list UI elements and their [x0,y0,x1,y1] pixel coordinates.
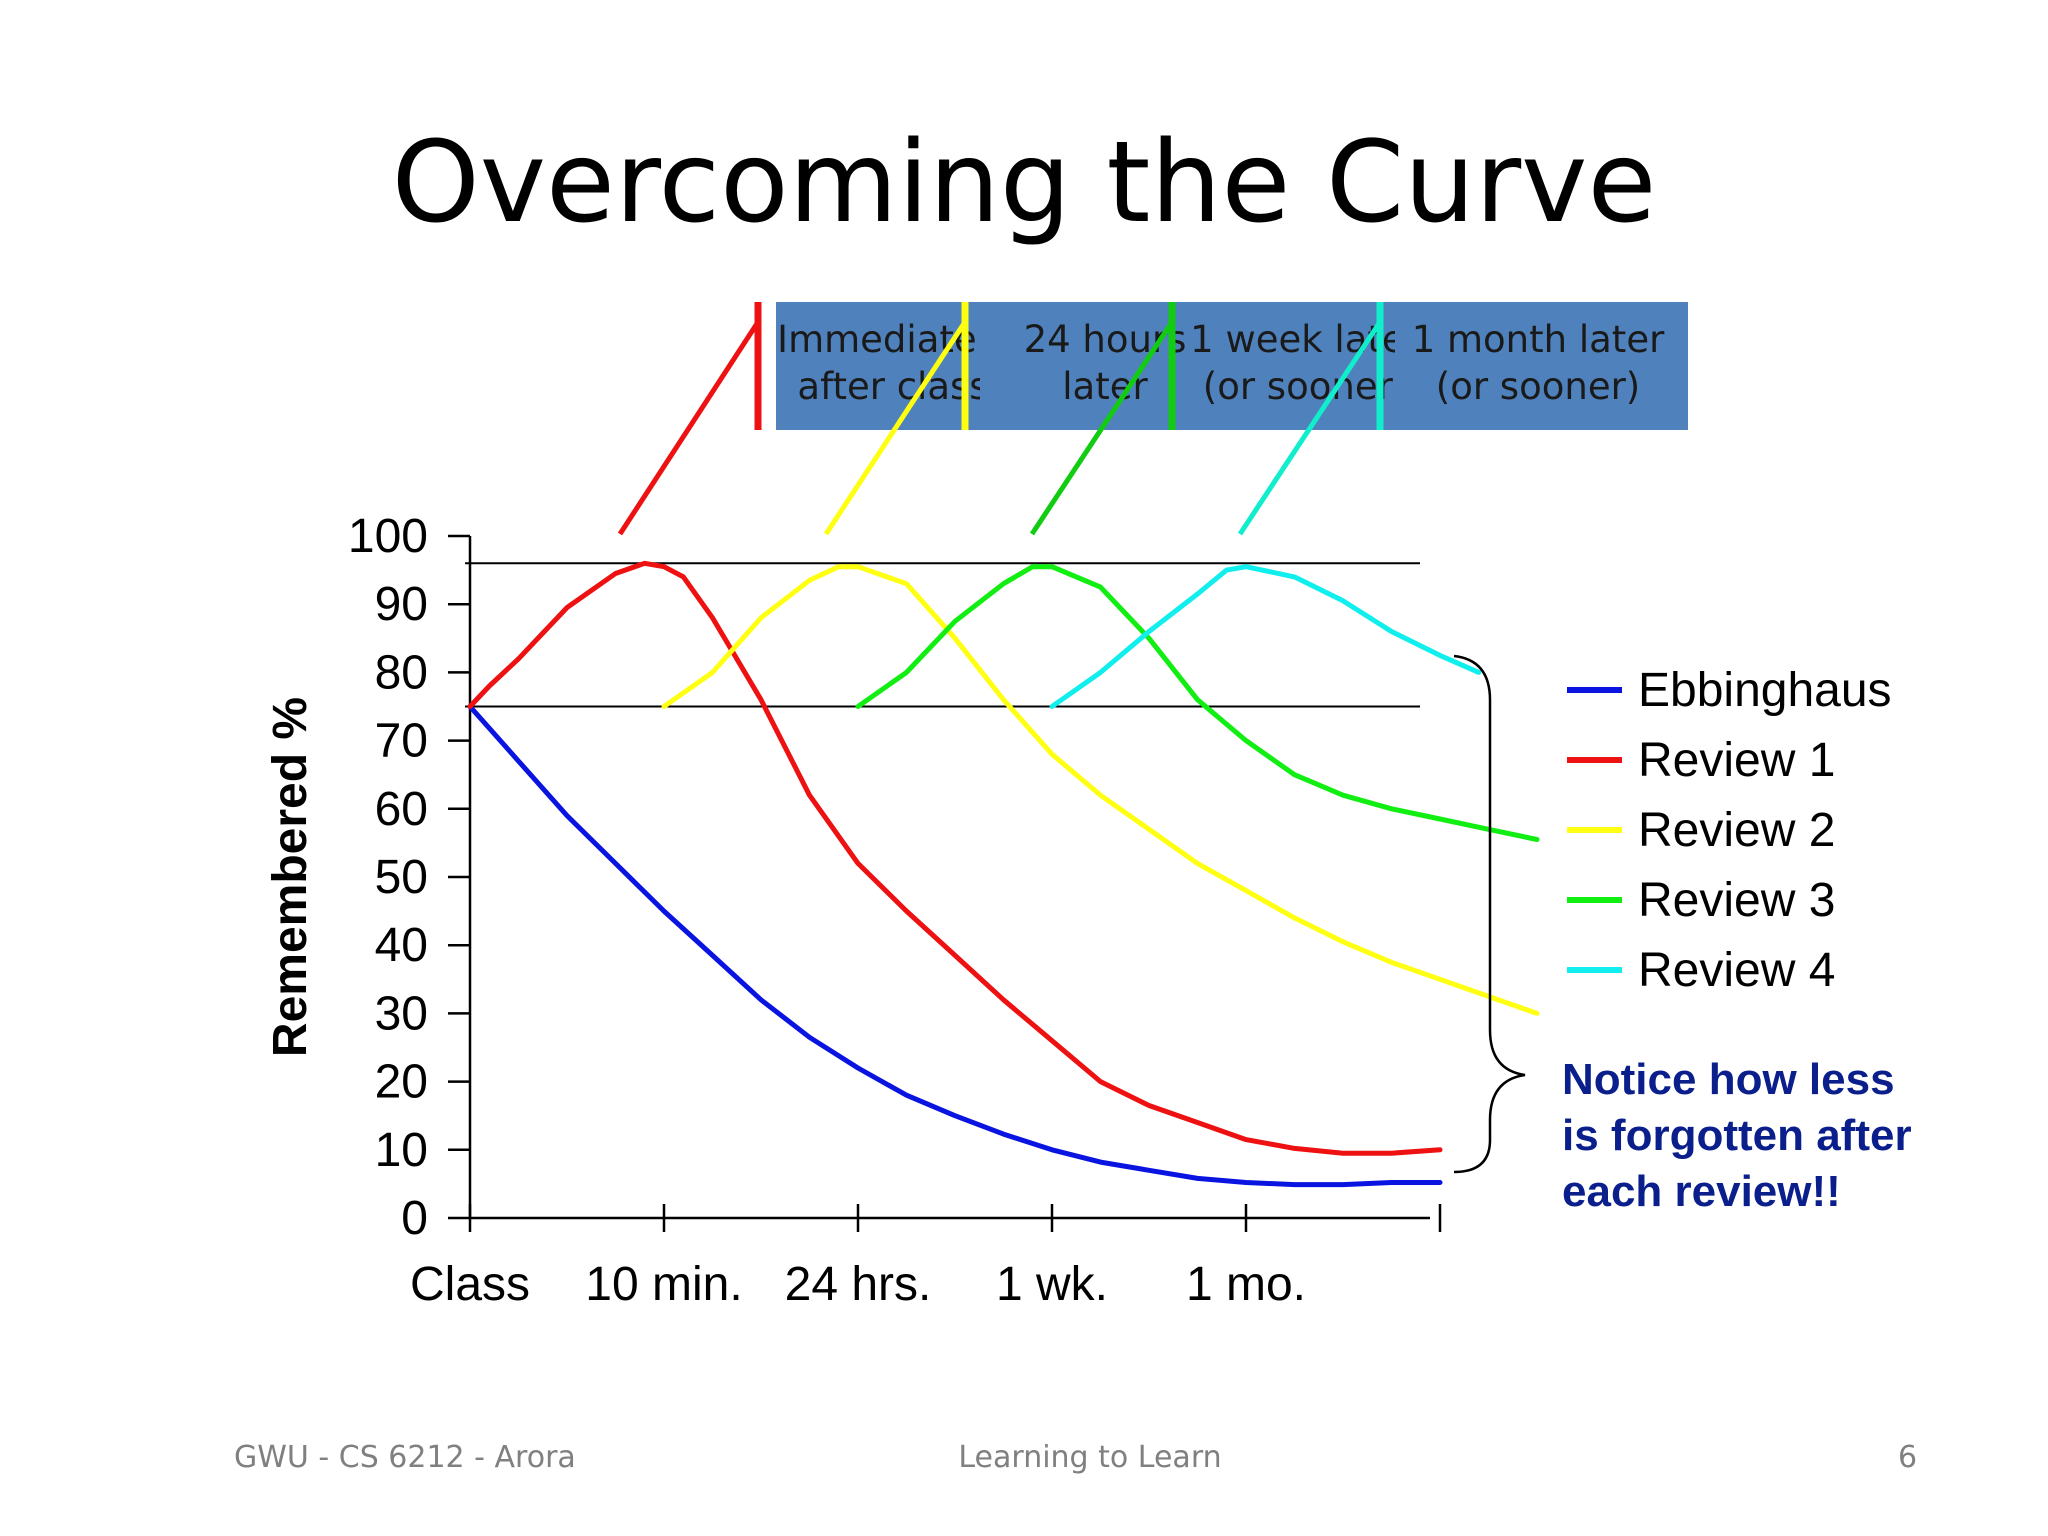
legend-label: Review 3 [1638,874,1835,927]
y-tick-label: 10 [375,1124,428,1177]
note-line: is forgotten after [1562,1111,1912,1160]
y-tick-label: 60 [375,783,428,836]
axes-group: 0 10 20 30 40 50 60 70 80 90 100 Class 10 min. 24 hrs… [264,510,1442,1311]
x-tick-label: 24 hrs. [785,1258,932,1311]
y-tick-label: 30 [375,987,428,1040]
series-line-ebbinghaus [467,704,1443,1188]
legend-label: Ebbinghaus [1638,664,1892,717]
y-tick-label: 0 [401,1192,428,1245]
footer-course: GWU - CS 6212 - Arora [234,1440,576,1475]
reference-lines-group [465,562,1420,708]
curly-brace [1453,654,1526,1174]
leader-line [617,320,761,536]
leader-line [1237,320,1383,536]
time-label-line2: (or sooner) [1203,365,1407,408]
leader-line [823,320,968,536]
leader-lines-group [617,302,1384,536]
y-tick-label: 70 [375,715,428,768]
y-axis-label: Remembered % [264,697,317,1057]
y-tick-label: 50 [375,851,428,904]
legend-label: Review 1 [1638,734,1835,787]
time-labels-box [776,302,1688,430]
x-tick-label: 1 wk. [996,1258,1108,1311]
time-label-line2: (or sooner) [1436,365,1640,408]
footer-topic: Learning to Learn [958,1440,1222,1475]
time-label-line2: later [1062,365,1148,408]
x-tick-label: Class [410,1258,530,1311]
time-label-line1: Immediately [777,318,1009,361]
series-group [467,560,1540,1188]
series-line-review-1 [467,560,1443,1156]
series-line-review-3 [855,564,1540,842]
series-line-review-2 [661,564,1540,1016]
time-label-line2: after class [797,365,988,408]
x-tick-label: 10 min. [585,1258,742,1311]
y-tick-label: 80 [375,646,428,699]
series-line-review-4 [1049,564,1482,709]
note-line: each review!! [1562,1167,1841,1216]
note-line: Notice how less [1562,1055,1895,1104]
x-tick-label: 1 mo. [1186,1258,1306,1311]
time-label-line1: 1 month later [1412,318,1665,361]
leader-line [1029,320,1175,536]
y-tick-label: 100 [348,510,428,563]
slide-title: Overcoming the Curve [391,118,1657,248]
y-tick-label: 90 [375,578,428,631]
note-group: Notice how less is forgotten after each re… [1453,654,1912,1216]
legend-label: Review 4 [1638,944,1835,997]
y-tick-label: 20 [375,1056,428,1109]
footer-page-number: 6 [1898,1440,1918,1475]
time-label-line1: 1 week later [1190,318,1421,361]
y-tick-label: 40 [375,919,428,972]
legend-label: Review 2 [1638,804,1835,857]
legend-group: Ebbinghaus Review 1 Review 2 Review 3 Review… [1567,664,1892,997]
